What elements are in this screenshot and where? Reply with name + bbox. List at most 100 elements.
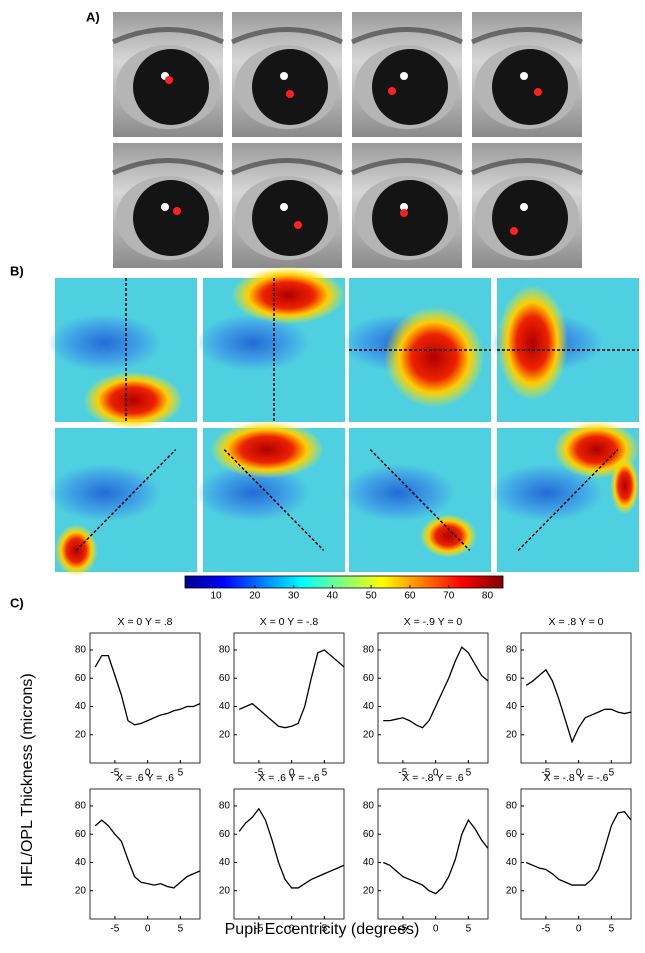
plot-title: X = 0 Y = -.8: [260, 616, 319, 628]
map-low-region: [47, 464, 162, 522]
line-plot: X = -.9 Y = 0 20 40 60 80 -5 0 5: [363, 616, 489, 779]
x-tick-label: 0: [289, 768, 295, 779]
map-high-region: [384, 306, 484, 408]
pupil: [252, 49, 328, 125]
plot-frame: [520, 632, 632, 764]
y-tick-label: 80: [219, 645, 231, 656]
eyelashes: [470, 27, 584, 45]
panel-label: B): [10, 263, 24, 278]
glint: [400, 203, 408, 211]
eyelashes: [350, 27, 464, 45]
x-tick-label: -5: [398, 924, 407, 935]
x-tick-label: 5: [466, 768, 472, 779]
y-tick-label: 20: [75, 729, 87, 740]
y-tick-label: 20: [506, 885, 518, 896]
pupil: [492, 49, 568, 125]
y-tick-label: 60: [506, 829, 518, 840]
glint: [400, 72, 408, 80]
pupil: [133, 49, 209, 125]
colorbar-tick-label: 70: [443, 591, 455, 602]
map-high-region: [231, 266, 345, 325]
line-plot: X = 0 Y = -.8 20 40 60 80 -5 0 5: [219, 616, 345, 779]
colorbar-tick-label: 20: [249, 591, 261, 602]
data-line: [94, 819, 201, 889]
x-tick-label: 5: [322, 924, 328, 935]
eyelashes: [111, 27, 225, 45]
y-tick-label: 60: [75, 673, 87, 684]
colorbar-tick-label: 10: [210, 591, 222, 602]
data-line: [525, 668, 632, 744]
thickness-map: [489, 420, 640, 572]
line-plots: X = 0 Y = .8 20 40 60 80 -5 0 5 X = 0 Y = -.8 20 4…: [75, 616, 632, 935]
colorbar-tick-label: 50: [366, 591, 378, 602]
x-tick-label: 5: [609, 924, 615, 935]
data-line: [382, 818, 489, 895]
scan-line: [75, 449, 177, 551]
y-tick-label: 60: [363, 829, 375, 840]
x-tick-label: -5: [110, 924, 119, 935]
pupil: [133, 180, 209, 256]
data-line: [238, 649, 345, 729]
y-tick-label: 80: [75, 645, 87, 656]
x-tick-label: 0: [576, 768, 582, 779]
x-tick-label: 5: [178, 768, 184, 779]
y-tick-label: 80: [506, 801, 518, 812]
y-tick-label: 40: [506, 701, 518, 712]
line-plot: X = -.8 Y = -.6 20 40 60 80 -5 0 5: [506, 772, 632, 935]
plot-title: X = -.9 Y = 0: [404, 616, 463, 628]
line-plot: X = 0 Y = .8 20 40 60 80 -5 0 5: [75, 616, 201, 779]
plot-frame: [89, 632, 201, 764]
scan-line: [517, 449, 619, 551]
colorbar-tick-label: 60: [404, 591, 416, 602]
plot-frame: [520, 788, 632, 920]
y-tick-label: 40: [363, 701, 375, 712]
scan-line: [369, 449, 471, 551]
glint: [520, 203, 528, 211]
y-tick-label: 80: [506, 645, 518, 656]
glint: [280, 72, 288, 80]
thickness-map: [195, 266, 345, 422]
plot-title: X = -.8 Y = .6: [402, 772, 464, 784]
panel-label: A): [86, 9, 100, 24]
pupil: [372, 180, 448, 256]
y-tick-label: 40: [75, 857, 87, 868]
x-tick-label: -5: [110, 768, 119, 779]
plot-title: X = .8 Y = 0: [548, 616, 603, 628]
plot-frame: [89, 788, 201, 920]
x-axis-label: Pupil Eccentricity (degrees): [225, 921, 420, 938]
y-tick-label: 40: [363, 857, 375, 868]
y-tick-label: 20: [75, 885, 87, 896]
eye-image: [350, 12, 464, 137]
map-high-region: [210, 420, 324, 479]
y-tick-label: 80: [363, 801, 375, 812]
y-tick-label: 60: [219, 829, 231, 840]
eyelashes: [111, 158, 225, 176]
data-line: [525, 810, 632, 886]
thickness-map: [47, 428, 197, 577]
x-tick-label: 5: [178, 924, 184, 935]
y-tick-label: 80: [75, 801, 87, 812]
x-tick-label: -5: [541, 924, 550, 935]
thickness-map: [341, 278, 491, 422]
line-plot: X = .6 Y = -.6 20 40 60 80 -5 0 5: [219, 772, 345, 935]
plot-frame: [233, 788, 345, 920]
colorbar-tick-label: 40: [327, 591, 339, 602]
glint: [280, 203, 288, 211]
y-tick-label: 60: [75, 829, 87, 840]
fixation-dot: [294, 221, 302, 229]
map-high-region: [420, 514, 477, 558]
fixation-dot: [400, 209, 408, 217]
panel-label: C): [10, 595, 24, 610]
eyelashes: [230, 158, 344, 176]
eye-image: [111, 143, 225, 268]
plot-title: X = 0 Y = .8: [117, 616, 172, 628]
line-plot: X = .6 Y = .6 20 40 60 80 -5 0 5: [75, 772, 201, 935]
eye-image: [230, 143, 344, 268]
scan-line: [223, 449, 325, 551]
thickness-map: [489, 278, 639, 422]
glint: [161, 203, 169, 211]
plot-title: X = .6 Y = .6: [116, 772, 174, 784]
y-tick-label: 80: [219, 801, 231, 812]
y-tick-label: 40: [506, 857, 518, 868]
